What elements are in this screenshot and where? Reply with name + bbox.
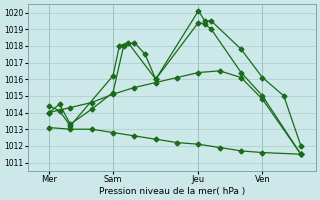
X-axis label: Pression niveau de la mer( hPa ): Pression niveau de la mer( hPa )	[99, 187, 245, 196]
